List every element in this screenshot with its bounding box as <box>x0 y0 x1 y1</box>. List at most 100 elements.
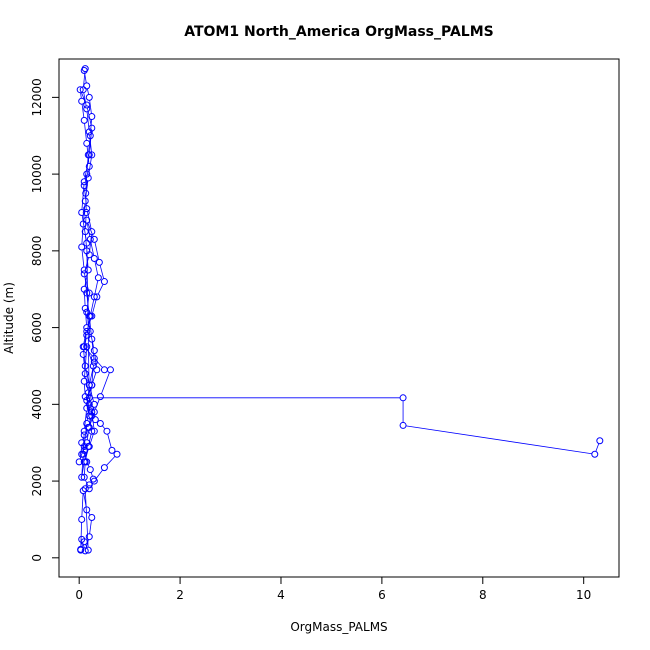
series-segment <box>85 544 88 548</box>
series-segment <box>91 342 95 360</box>
data-point <box>85 481 93 489</box>
data-point <box>81 65 89 73</box>
y-tick-label: 0 <box>30 554 44 562</box>
data-point <box>399 394 407 402</box>
data-point <box>96 420 104 428</box>
data-point <box>94 274 102 282</box>
data-point <box>85 412 93 420</box>
x-tick-label: 6 <box>378 588 386 602</box>
data-point <box>88 427 96 435</box>
y-tick-label: 6000 <box>30 312 44 343</box>
series-segment <box>85 311 87 325</box>
data-point <box>591 450 599 458</box>
data-point <box>80 538 88 546</box>
data-point <box>84 266 92 274</box>
y-tick-label: 2000 <box>30 466 44 497</box>
data-point <box>85 162 93 170</box>
series-segment <box>405 425 592 455</box>
data-point <box>79 220 87 228</box>
data-point <box>90 427 98 435</box>
data-point <box>80 178 88 186</box>
data-point <box>83 331 91 339</box>
series-segment <box>84 491 89 548</box>
series-segment <box>83 92 87 107</box>
series-segment <box>94 280 99 295</box>
data-point <box>84 443 92 451</box>
data-point <box>100 464 108 472</box>
x-tick-label: 8 <box>479 588 487 602</box>
data-point <box>95 258 103 266</box>
data-point <box>80 266 88 274</box>
data-point <box>100 366 108 374</box>
data-point <box>80 343 88 351</box>
data-point <box>90 235 98 243</box>
chart-title: ATOM1 North_America OrgMass_PALMS <box>184 24 494 40</box>
data-point <box>79 350 87 358</box>
data-point <box>83 170 91 178</box>
series-segment <box>81 493 84 517</box>
data-point <box>88 312 96 320</box>
data-point <box>90 408 98 416</box>
data-point <box>83 324 91 332</box>
data-point <box>86 404 94 412</box>
series-segment <box>90 242 95 256</box>
data-point <box>596 437 604 445</box>
data-point <box>90 358 98 366</box>
series-segment <box>84 123 87 141</box>
x-axis: 0 2 4 6 8 10 <box>75 577 591 602</box>
data-point <box>80 427 88 435</box>
series-segment <box>91 368 94 383</box>
series-segment <box>81 104 85 118</box>
data-point <box>399 421 407 429</box>
data-point <box>83 205 91 213</box>
data-point <box>80 377 88 385</box>
data-point <box>83 105 91 113</box>
data-point <box>103 427 111 435</box>
data-point <box>80 431 88 439</box>
y-tick-label: 10000 <box>30 155 44 193</box>
series-segment <box>90 299 95 314</box>
data-point <box>85 381 93 389</box>
data-point <box>78 243 86 251</box>
series-segment <box>84 334 87 344</box>
plot-frame <box>58 58 620 578</box>
series-segment <box>84 464 86 475</box>
data-point <box>80 473 88 481</box>
series-segment <box>92 299 97 314</box>
data-point <box>80 270 88 278</box>
data-point <box>85 289 93 297</box>
series-org-mass <box>75 65 604 555</box>
series-segment <box>101 372 110 394</box>
data-point <box>90 400 98 408</box>
data-point <box>89 362 97 370</box>
data-point <box>82 189 90 197</box>
data-point <box>78 473 86 481</box>
data-point <box>81 485 89 493</box>
data-point <box>78 515 86 523</box>
data-point <box>86 327 94 335</box>
data-point <box>81 197 89 205</box>
series-segment <box>89 364 95 383</box>
y-tick-label: 8000 <box>30 236 44 267</box>
series-segment <box>85 180 89 199</box>
series-segment <box>95 469 103 479</box>
series-segment <box>94 242 100 260</box>
data-point <box>93 293 101 301</box>
series-segment <box>81 464 85 475</box>
data-point <box>82 208 90 216</box>
series-segment <box>91 410 95 418</box>
data-point <box>85 485 93 493</box>
data-point <box>81 547 89 555</box>
series-segment <box>99 265 105 279</box>
series-segment <box>86 88 90 95</box>
data-point <box>88 381 96 389</box>
series-segment <box>81 249 85 268</box>
series-segment <box>94 261 99 275</box>
series-segment <box>89 433 94 444</box>
data-point <box>83 289 91 297</box>
data-point <box>85 251 93 259</box>
series-segment <box>80 92 82 99</box>
data-point <box>83 216 91 224</box>
data-point <box>81 370 89 378</box>
